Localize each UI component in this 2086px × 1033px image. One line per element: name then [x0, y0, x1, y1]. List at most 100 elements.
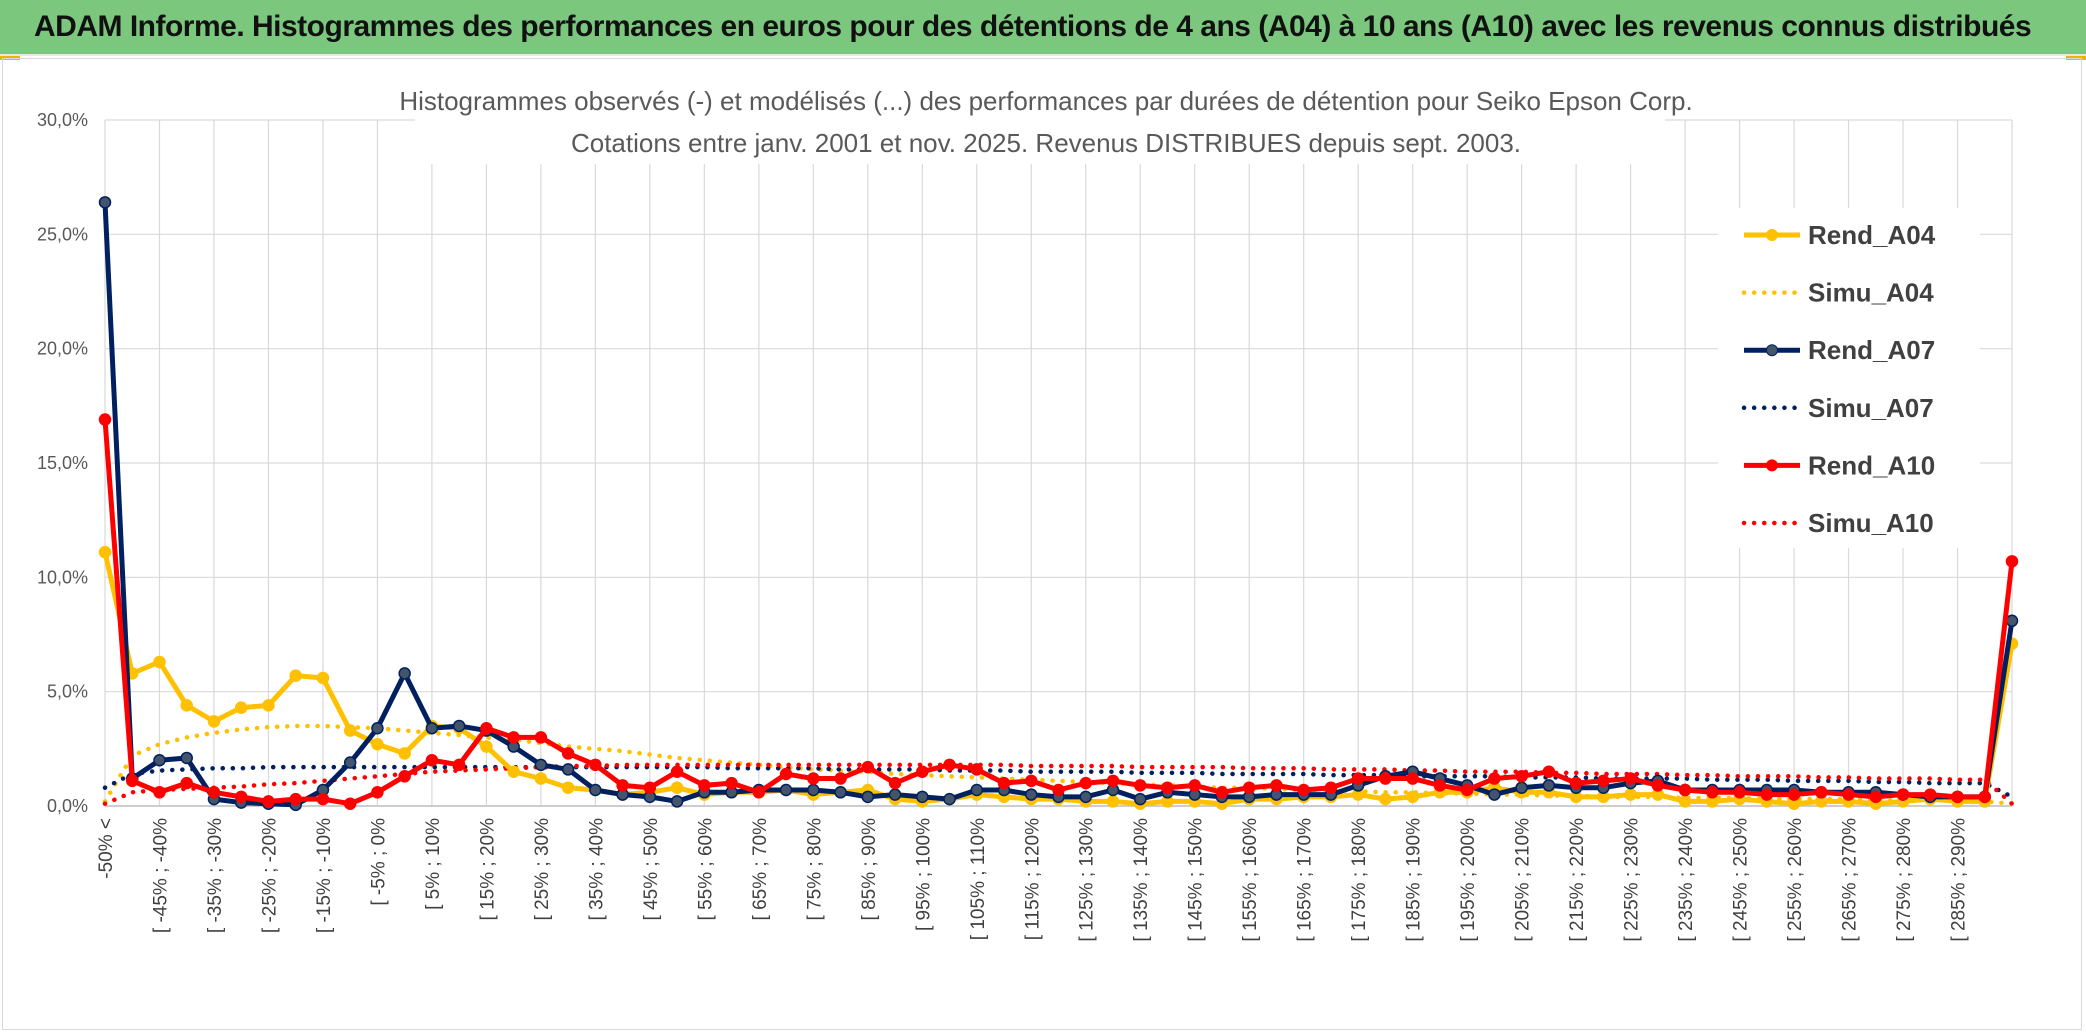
- data-point-rend_a10: [425, 754, 439, 767]
- data-point-rend_a10: [343, 797, 357, 810]
- data-point-rend_a10: [1488, 772, 1501, 785]
- data-point-rend_a10: [1924, 788, 1937, 801]
- data-point-rend_a04: [153, 655, 166, 669]
- data-point-rend_a10: [1978, 790, 1992, 804]
- data-point-rend_a04: [180, 699, 193, 712]
- x-tick-label: [ 115% ; 120%: [1022, 818, 1043, 940]
- data-point-rend_a10: [1869, 790, 1883, 804]
- legend-marker: [1766, 229, 1778, 241]
- y-tick-label: 25,0%: [37, 224, 88, 244]
- data-point-rend_a07: [943, 792, 956, 806]
- data-point-rend_a07: [534, 758, 548, 772]
- legend-label: Rend_A07: [1808, 335, 1935, 365]
- data-point-rend_a10: [1433, 779, 1447, 792]
- data-point-rend_a07: [807, 783, 820, 797]
- data-point-rend_a10: [725, 776, 738, 790]
- data-point-rend_a10: [1242, 781, 1256, 794]
- data-point-rend_a10: [234, 790, 248, 804]
- x-tick-label: [ -5% ; 0%: [368, 818, 389, 906]
- x-tick-label: [ -25% ; -20%: [259, 818, 280, 933]
- data-point-rend_a10: [1651, 779, 1665, 792]
- data-point-rend_a10: [1188, 779, 1201, 792]
- data-point-rend_a10: [616, 779, 629, 792]
- y-tick-label: 30,0%: [37, 110, 88, 130]
- x-tick-label: [ -45% ; -40%: [150, 818, 171, 933]
- x-tick-label: [ 105% ; 110%: [968, 818, 989, 940]
- data-point-rend_a10: [1270, 779, 1283, 792]
- data-point-rend_a10: [1678, 783, 1692, 797]
- x-tick-label: [ 125% ; 130%: [1077, 818, 1098, 942]
- data-point-rend_a07: [1542, 779, 1556, 792]
- data-point-rend_a04: [1678, 795, 1692, 808]
- data-point-rend_a10: [1706, 786, 1719, 799]
- data-point-rend_a10: [943, 758, 956, 772]
- data-point-rend_a07: [861, 790, 875, 804]
- report-title: ADAM Informe. Histogrammes des performan…: [34, 10, 2032, 43]
- data-point-rend_a10: [997, 776, 1011, 790]
- data-point-rend_a07: [670, 795, 684, 808]
- data-point-rend_a07: [916, 790, 929, 804]
- x-tick-label: [ 175% ; 180%: [1349, 818, 1370, 942]
- x-tick-label: [ 275% ; 280%: [1894, 818, 1915, 942]
- data-point-rend_a10: [2005, 555, 2019, 568]
- data-point-rend_a10: [916, 765, 929, 778]
- data-point-rend_a07: [779, 783, 793, 797]
- data-point-rend_a10: [670, 765, 684, 778]
- y-tick-label: 20,0%: [37, 339, 88, 359]
- data-point-rend_a10: [1842, 788, 1855, 801]
- data-point-rend_a07: [1488, 788, 1501, 801]
- data-point-rend_a10: [1052, 783, 1065, 797]
- legend-label: Simu_A04: [1808, 278, 1934, 308]
- data-point-rend_a10: [1079, 776, 1092, 790]
- data-point-rend_a04: [480, 740, 493, 753]
- data-point-rend_a10: [752, 786, 766, 799]
- data-point-rend_a10: [1896, 788, 1910, 801]
- x-tick-label: [ 205% ; 210%: [1513, 818, 1534, 942]
- data-point-rend_a07: [1515, 781, 1528, 794]
- data-point-rend_a10: [1515, 770, 1528, 783]
- data-point-rend_a10: [207, 786, 221, 799]
- x-tick-label: [ 15% ; 20%: [477, 818, 498, 921]
- data-point-rend_a04: [289, 669, 302, 682]
- data-point-rend_a10: [698, 779, 711, 792]
- x-tick-label: [ 45% ; 50%: [641, 818, 662, 921]
- data-point-rend_a10: [1815, 786, 1828, 799]
- data-point-rend_a07: [2005, 614, 2019, 628]
- y-tick-label: 15,0%: [37, 453, 88, 473]
- data-point-rend_a04: [98, 545, 112, 559]
- data-point-rend_a04: [371, 738, 384, 751]
- data-point-rend_a10: [1597, 774, 1610, 788]
- data-point-rend_a10: [861, 760, 875, 774]
- data-point-rend_a04: [1406, 790, 1419, 804]
- x-tick-label: [ 75% ; 80%: [804, 818, 825, 921]
- data-point-rend_a10: [1406, 772, 1419, 785]
- legend-label: Simu_A10: [1808, 508, 1934, 538]
- data-point-rend_a10: [398, 770, 411, 783]
- data-point-rend_a07: [1133, 792, 1147, 806]
- y-tick-label: 0,0%: [47, 796, 88, 816]
- data-point-rend_a07: [153, 754, 166, 767]
- data-point-rend_a07: [343, 756, 357, 769]
- data-point-rend_a07: [180, 751, 193, 765]
- data-point-rend_a10: [1133, 779, 1147, 792]
- x-tick-label: [ 65% ; 70%: [750, 818, 771, 921]
- x-tick-label: [ 85% ; 90%: [859, 818, 880, 921]
- y-tick-label: 10,0%: [37, 567, 88, 587]
- x-tick-label: [ 165% ; 170%: [1295, 818, 1316, 942]
- x-tick-label: -50% <: [96, 818, 117, 879]
- legend-label: Rend_A04: [1808, 220, 1936, 250]
- x-tick-label: [ 95% ; 100%: [913, 818, 934, 931]
- data-point-rend_a10: [534, 731, 548, 744]
- x-tick-label: [ 5% ; 10%: [423, 818, 444, 910]
- data-point-rend_a10: [561, 747, 575, 760]
- data-point-rend_a10: [289, 792, 302, 806]
- data-point-rend_a04: [507, 765, 520, 778]
- y-tick-label: 5,0%: [47, 682, 88, 702]
- data-point-rend_a10: [589, 758, 602, 772]
- data-point-rend_a07: [888, 788, 902, 801]
- x-tick-label: [ -35% ; -30%: [205, 818, 226, 933]
- data-point-rend_a07: [425, 722, 439, 735]
- data-point-rend_a10: [1161, 781, 1174, 794]
- data-point-rend_a10: [125, 774, 139, 788]
